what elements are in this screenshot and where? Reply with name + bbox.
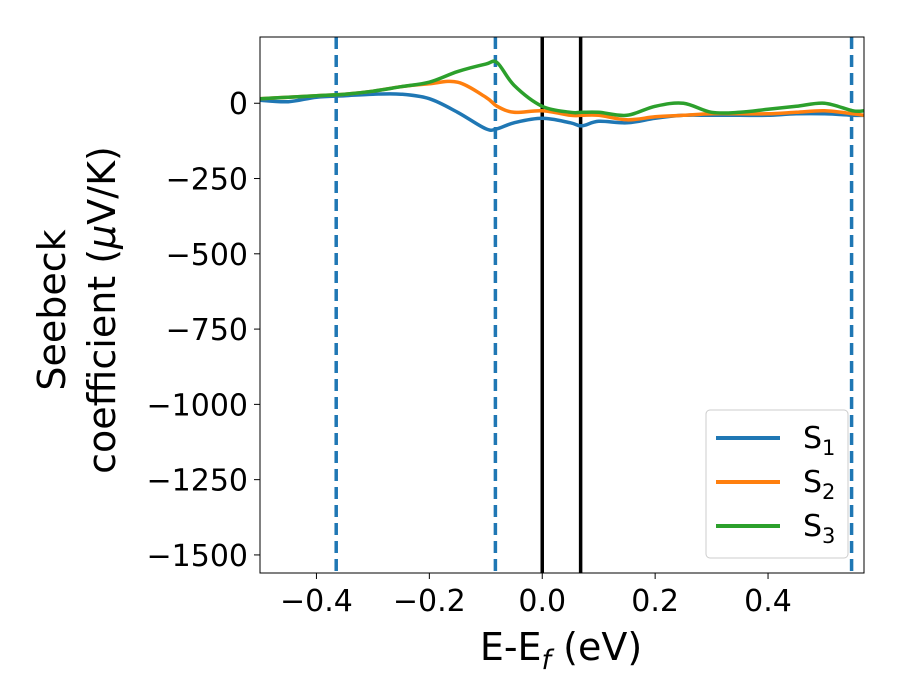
legend-label-s3: S3: [803, 509, 835, 548]
y-tick-label: −500: [166, 238, 248, 273]
series-line-s2: [259, 79, 865, 122]
x-tick-label: 0.4: [744, 584, 792, 619]
series-line-s3: [259, 59, 865, 118]
x-tick-label: −0.4: [280, 584, 353, 619]
plot-frame: [259, 36, 865, 574]
y-axis-label-line1: Seebeck: [30, 229, 74, 390]
x-tick-label: 0.2: [631, 584, 679, 619]
y-tick-label: −1250: [147, 464, 248, 499]
x-axis-label: E-Ef (eV): [480, 625, 642, 676]
y-tick-label: 0: [229, 87, 248, 122]
x-tick-label: 0.0: [518, 584, 566, 619]
legend-label-s2: S2: [803, 465, 835, 504]
y-tick-label: −1500: [147, 539, 248, 574]
x-tick-label: −0.2: [393, 584, 466, 619]
legend: S1 S2 S3: [705, 409, 849, 559]
y-tick-label: −750: [166, 313, 248, 348]
y-tick-label: −1000: [147, 388, 248, 423]
legend-label-s1: S1: [803, 421, 835, 460]
y-axis-label-line2: coefficient (μV/K): [80, 146, 124, 474]
series-lines: [259, 59, 865, 133]
x-axis-ticks: −0.4 −0.2 0.0 0.2 0.4: [280, 573, 792, 619]
y-axis-label: Seebeck coefficient (μV/K): [30, 146, 124, 474]
y-axis-ticks: 0 −250 −500 −750 −1000 −1250 −1500: [147, 87, 260, 574]
y-tick-label: −250: [166, 163, 248, 198]
